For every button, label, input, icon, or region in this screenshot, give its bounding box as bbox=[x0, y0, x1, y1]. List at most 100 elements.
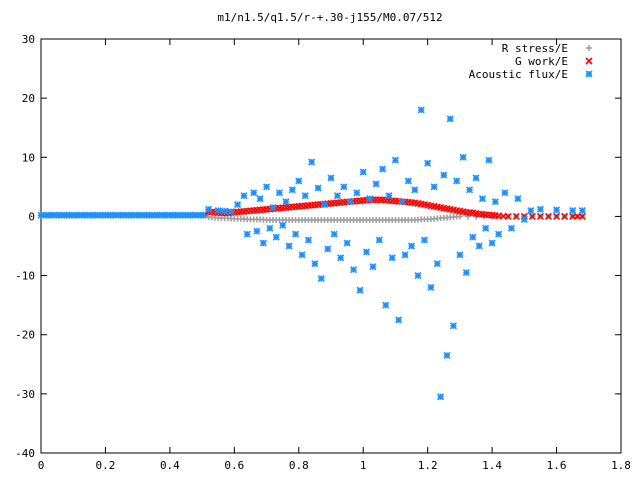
acoustic-flux-point bbox=[356, 286, 364, 294]
g-work-point bbox=[449, 206, 458, 214]
acoustic-flux-point bbox=[333, 192, 342, 200]
g-work-point bbox=[456, 207, 464, 215]
g-work-point bbox=[453, 206, 461, 215]
acoustic-flux-point bbox=[507, 224, 516, 232]
g-work-point bbox=[436, 203, 445, 212]
acoustic-flux-baseline bbox=[37, 211, 210, 219]
acoustic-flux-point bbox=[204, 205, 213, 213]
g-work-point bbox=[561, 212, 569, 220]
acoustic-flux-point bbox=[314, 184, 322, 192]
y-tick-label: 30 bbox=[22, 33, 35, 46]
plot-frame bbox=[40, 38, 622, 454]
g-work-point bbox=[279, 204, 287, 212]
y-tick-label: -20 bbox=[15, 329, 35, 342]
g-work-point bbox=[491, 211, 499, 220]
g-work-point bbox=[304, 201, 313, 210]
x-tick-label: 0.2 bbox=[96, 459, 116, 472]
x-tick-label: 0.6 bbox=[224, 459, 244, 472]
acoustic-flux-point bbox=[243, 230, 251, 238]
g-work-point bbox=[430, 202, 438, 210]
acoustic-flux-point bbox=[440, 171, 448, 179]
g-work-point bbox=[382, 196, 390, 204]
acoustic-flux-point bbox=[501, 189, 509, 197]
acoustic-flux-point bbox=[485, 156, 493, 164]
acoustic-flux-point bbox=[275, 189, 284, 197]
g-work-point bbox=[544, 212, 553, 220]
series-acoustic-flux bbox=[204, 106, 586, 401]
acoustic-flux-point bbox=[343, 239, 351, 247]
acoustic-flux-point bbox=[417, 106, 425, 114]
acoustic-flux-point bbox=[462, 269, 470, 277]
g-work-point bbox=[285, 203, 293, 211]
y-tick-label: 10 bbox=[22, 151, 35, 164]
acoustic-flux-point bbox=[552, 206, 561, 214]
g-work-point bbox=[472, 209, 480, 218]
acoustic-flux-point bbox=[298, 251, 306, 259]
x-tick-label: 1.6 bbox=[547, 459, 567, 472]
acoustic-flux-point bbox=[475, 242, 483, 250]
g-work-point bbox=[253, 206, 261, 214]
y-tick-label: -10 bbox=[15, 270, 35, 283]
acoustic-flux-point bbox=[482, 224, 490, 232]
g-work-point bbox=[512, 212, 520, 220]
acoustic-flux-point bbox=[291, 230, 300, 238]
acoustic-flux-point bbox=[266, 224, 274, 232]
acoustic-flux-point bbox=[324, 245, 332, 253]
acoustic-flux-point bbox=[569, 206, 577, 215]
acoustic-flux-point bbox=[424, 159, 432, 167]
g-work-point bbox=[311, 201, 319, 209]
g-work-point bbox=[485, 211, 493, 219]
acoustic-flux-point bbox=[456, 251, 464, 259]
g-work-point bbox=[528, 212, 536, 220]
data-marks bbox=[37, 106, 586, 401]
acoustic-flux-point bbox=[311, 260, 319, 268]
acoustic-flux-point bbox=[420, 236, 429, 244]
acoustic-flux-point bbox=[282, 198, 290, 206]
acoustic-flux-point bbox=[250, 189, 258, 197]
g-work-point bbox=[407, 198, 416, 207]
g-work-point bbox=[433, 203, 441, 211]
acoustic-flux-point bbox=[469, 233, 477, 241]
acoustic-flux-point bbox=[411, 186, 419, 194]
acoustic-flux-point bbox=[269, 203, 277, 212]
acoustic-flux-point bbox=[407, 242, 416, 250]
x-tick-labels: 0 0.2 0.4 0.6 0.8 1 1.2 1.4 1.6 1.8 bbox=[38, 459, 631, 472]
acoustic-flux-point bbox=[478, 195, 487, 203]
g-work-point bbox=[443, 205, 451, 213]
y-tick-label: 20 bbox=[22, 92, 35, 105]
acoustic-flux-point bbox=[414, 272, 422, 280]
x-tick-label: 1.8 bbox=[611, 459, 631, 472]
acoustic-flux-point bbox=[449, 322, 458, 330]
g-work-point bbox=[272, 204, 280, 213]
acoustic-flux-point bbox=[346, 198, 354, 206]
acoustic-flux-point bbox=[233, 201, 242, 209]
acoustic-flux-point bbox=[320, 201, 329, 209]
acoustic-flux-point bbox=[494, 230, 503, 238]
acoustic-flux-point bbox=[221, 207, 229, 215]
acoustic-flux-point bbox=[272, 233, 280, 241]
g-work-point bbox=[414, 199, 422, 207]
acoustic-flux-point bbox=[453, 177, 461, 185]
acoustic-flux-point bbox=[337, 254, 345, 262]
g-work-point bbox=[369, 196, 377, 204]
x-tick-label: 1.2 bbox=[418, 459, 438, 472]
acoustic-flux-point bbox=[256, 195, 264, 203]
g-work-point bbox=[424, 201, 432, 209]
legend-marker bbox=[585, 57, 593, 65]
acoustic-flux-point bbox=[391, 156, 400, 164]
g-work-point bbox=[499, 212, 507, 220]
g-work-point bbox=[427, 202, 435, 210]
acoustic-flux-point bbox=[378, 165, 387, 173]
acoustic-flux-point bbox=[472, 174, 480, 182]
acoustic-flux-point bbox=[514, 195, 522, 203]
legend-marker bbox=[586, 45, 592, 51]
acoustic-flux-point bbox=[578, 206, 586, 215]
acoustic-flux-point bbox=[430, 183, 438, 191]
acoustic-flux-point bbox=[443, 351, 451, 359]
acoustic-flux-point bbox=[304, 236, 313, 244]
g-work-point bbox=[375, 196, 383, 204]
g-work-point bbox=[465, 209, 474, 217]
g-work-point bbox=[240, 207, 248, 215]
acoustic-flux-point bbox=[362, 248, 371, 256]
acoustic-flux-point bbox=[353, 189, 361, 197]
